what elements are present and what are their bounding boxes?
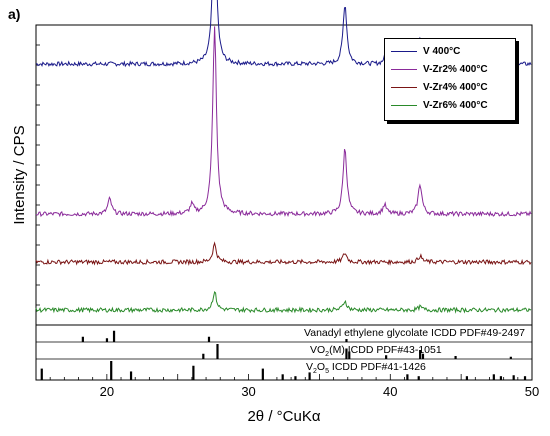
x-ticks: 20 30 40 50 xyxy=(35,374,539,399)
reference-stick xyxy=(348,351,351,359)
legend-item: V 400°C xyxy=(391,44,460,58)
reference-stick xyxy=(202,353,205,359)
legend-swatch xyxy=(391,68,417,70)
reference-stick xyxy=(523,376,527,380)
reference-stick xyxy=(281,374,284,380)
reference-stick xyxy=(308,372,311,380)
reference-stick xyxy=(492,374,495,380)
reference-label: V2O5 ICDD PDF#41-1426 xyxy=(306,361,426,376)
legend-label: V-Zr2% 400°C xyxy=(423,63,488,75)
reference-stick xyxy=(216,344,219,359)
x-axis-label: 2θ / °CuKα xyxy=(247,408,320,425)
reference-stick xyxy=(207,336,211,342)
reference-stick xyxy=(421,353,425,359)
reference-stick xyxy=(192,365,195,380)
legend-label: V 400°C xyxy=(423,45,461,57)
legend: V 400°C V-Zr2% 400°C V-Zr4% 400°C V-Zr6%… xyxy=(384,38,516,121)
x-tick-label: 30 xyxy=(241,384,255,399)
legend-label: V-Zr4% 400°C xyxy=(423,81,488,93)
reference-stick xyxy=(509,356,512,359)
reference-stick xyxy=(454,356,457,359)
reference-stick xyxy=(345,339,348,342)
x-tick-label: 50 xyxy=(525,384,539,399)
reference-stick xyxy=(385,355,388,359)
reference-stick xyxy=(40,368,43,380)
reference-stick xyxy=(294,376,297,380)
reference-stick xyxy=(345,348,348,359)
reference-stick xyxy=(499,376,503,380)
series-line xyxy=(35,291,532,314)
x-tick-label: 20 xyxy=(100,384,114,399)
reference-stick xyxy=(110,361,113,380)
reference-stick xyxy=(81,336,84,342)
reference-stick xyxy=(417,376,420,380)
reference-stick xyxy=(419,350,422,359)
reference-stick xyxy=(512,375,515,380)
y-ticks xyxy=(36,44,40,306)
legend-item: V-Zr6% 400°C xyxy=(391,98,488,112)
series-line xyxy=(35,26,532,218)
x-tick-label: 40 xyxy=(383,384,397,399)
y-axis-label: Intensity / CPS xyxy=(11,125,28,224)
legend-swatch xyxy=(391,50,417,52)
legend-swatch xyxy=(391,86,417,88)
panel-label: a) xyxy=(8,6,20,22)
legend-swatch xyxy=(391,104,417,106)
reference-stick xyxy=(261,368,264,380)
reference-sticks xyxy=(40,330,527,380)
series-line xyxy=(35,241,532,266)
reference-label: Vanadyl ethylene glycolate ICDD PDF#49-2… xyxy=(304,327,526,339)
reference-stick xyxy=(129,371,133,380)
reference-stick xyxy=(105,338,109,342)
legend-label: V-Zr6% 400°C xyxy=(423,99,488,111)
reference-label: VO2(M) ICDD PDF#43-1051 xyxy=(310,344,442,359)
legend-item: V-Zr4% 400°C xyxy=(391,80,488,94)
reference-frame xyxy=(35,324,533,381)
reference-stick xyxy=(465,376,469,380)
legend-item: V-Zr2% 400°C xyxy=(391,62,488,76)
reference-stick xyxy=(406,374,409,380)
reference-stick xyxy=(112,330,116,342)
